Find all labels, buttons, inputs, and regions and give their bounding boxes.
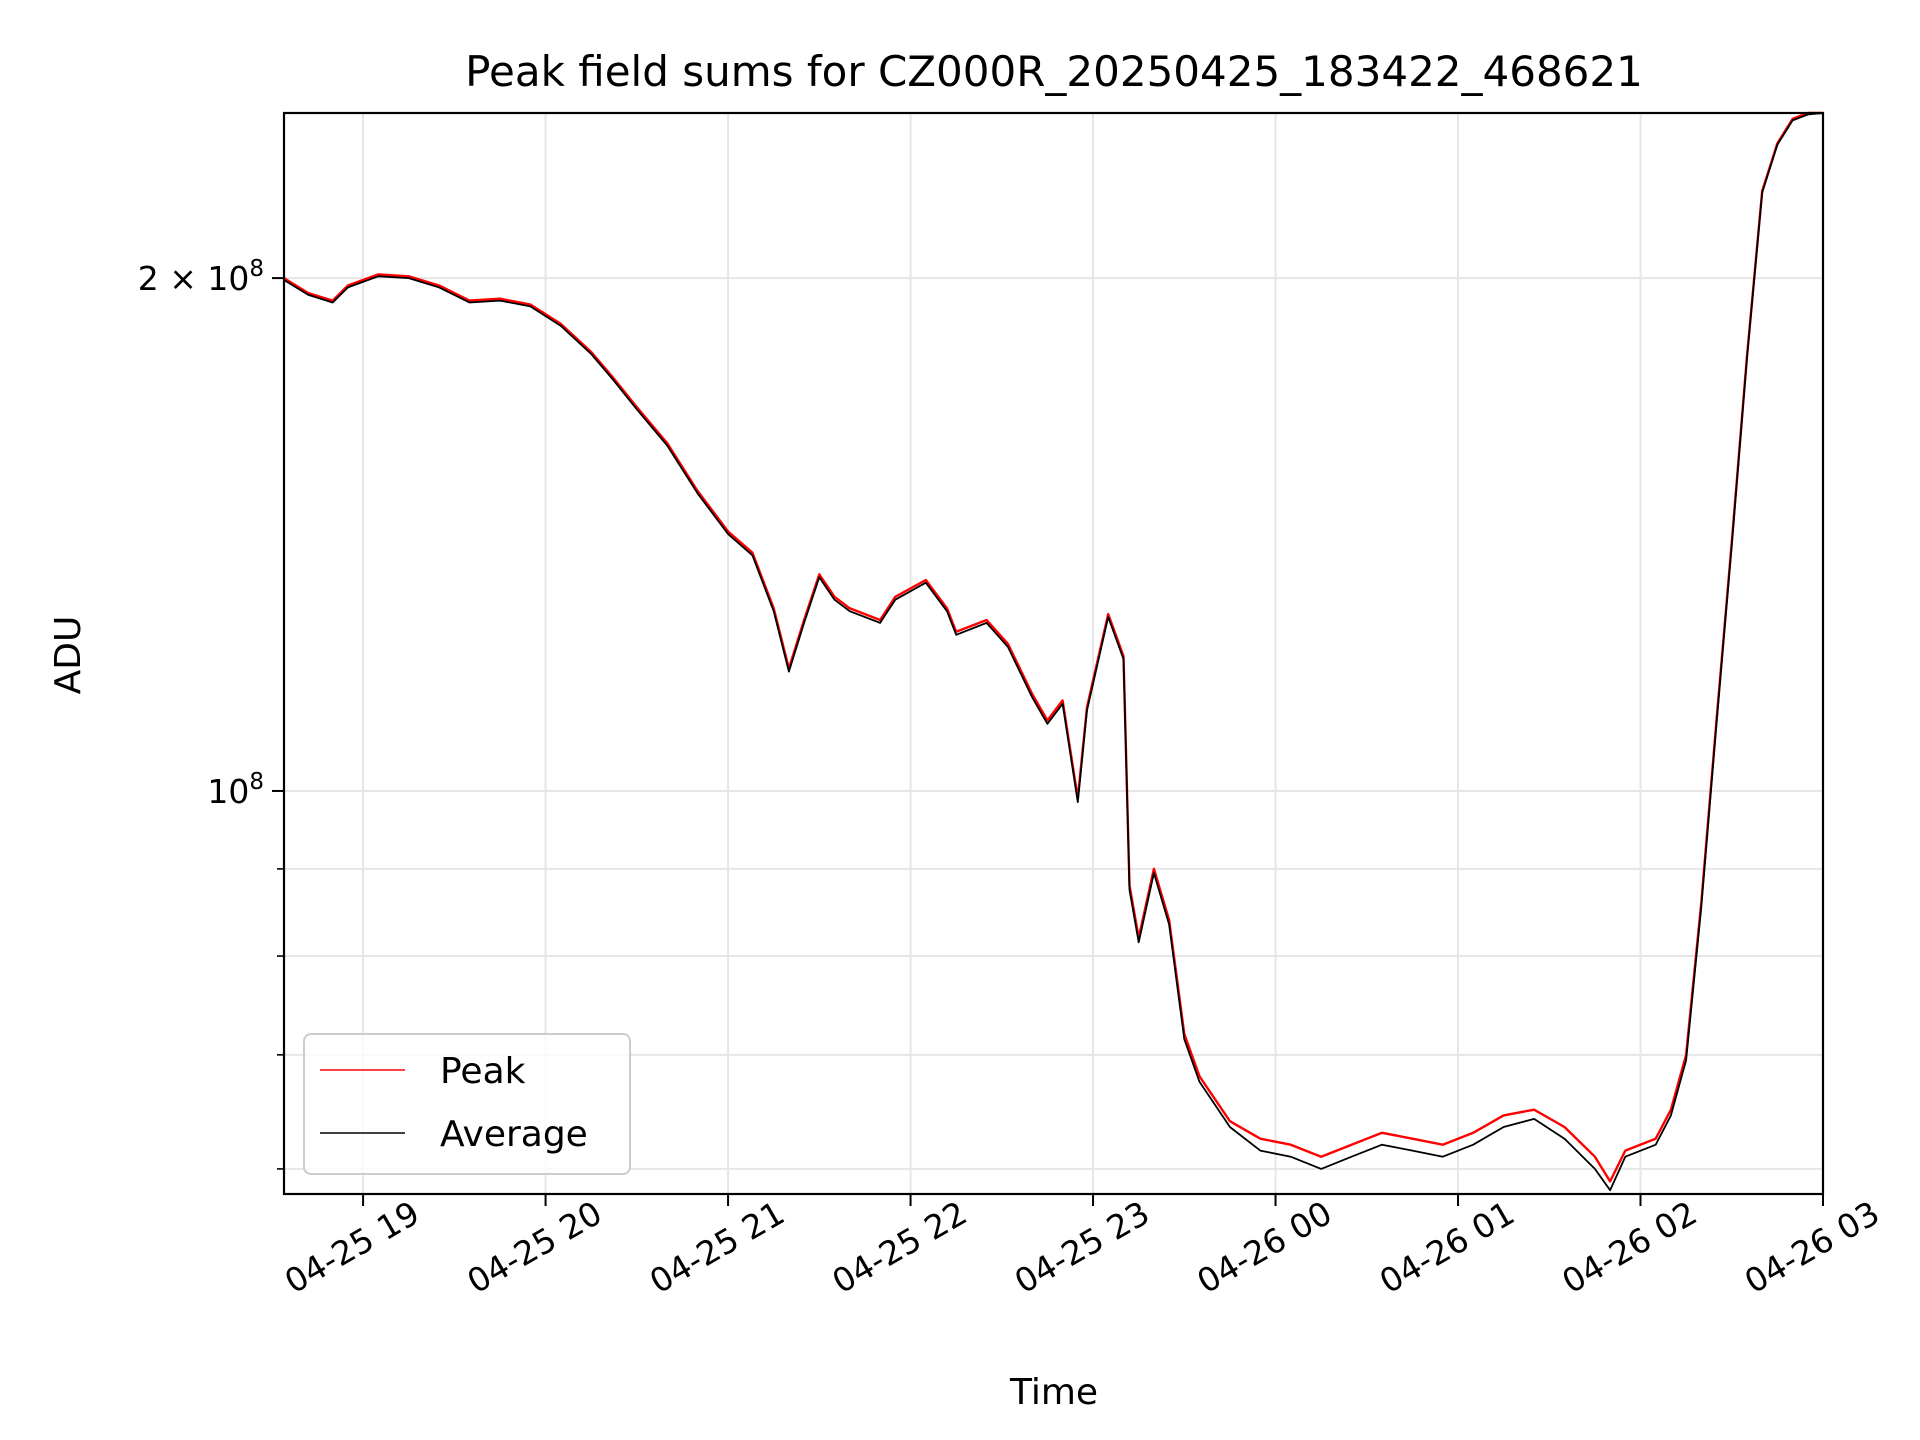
legend-average-label: Average (440, 1114, 588, 1155)
series-line-average (283, 112, 1824, 1192)
legend: Peak Average (303, 1033, 631, 1175)
plot-frame (282, 111, 1825, 1196)
y-tick-label: 108 (207, 769, 264, 811)
y-tick-label: 2 × 108 (138, 256, 264, 298)
series-layer (283, 111, 1824, 1192)
y-axis-label: ADU (48, 616, 89, 695)
chart-title: Peak field sums for CZ000R_20250425_1834… (465, 47, 1643, 96)
y-axis: 108 2 × 108 (138, 256, 284, 1170)
x-axis-label: Time (1009, 1372, 1098, 1413)
legend-peak-label: Peak (440, 1051, 526, 1092)
legend-box (303, 1033, 631, 1175)
